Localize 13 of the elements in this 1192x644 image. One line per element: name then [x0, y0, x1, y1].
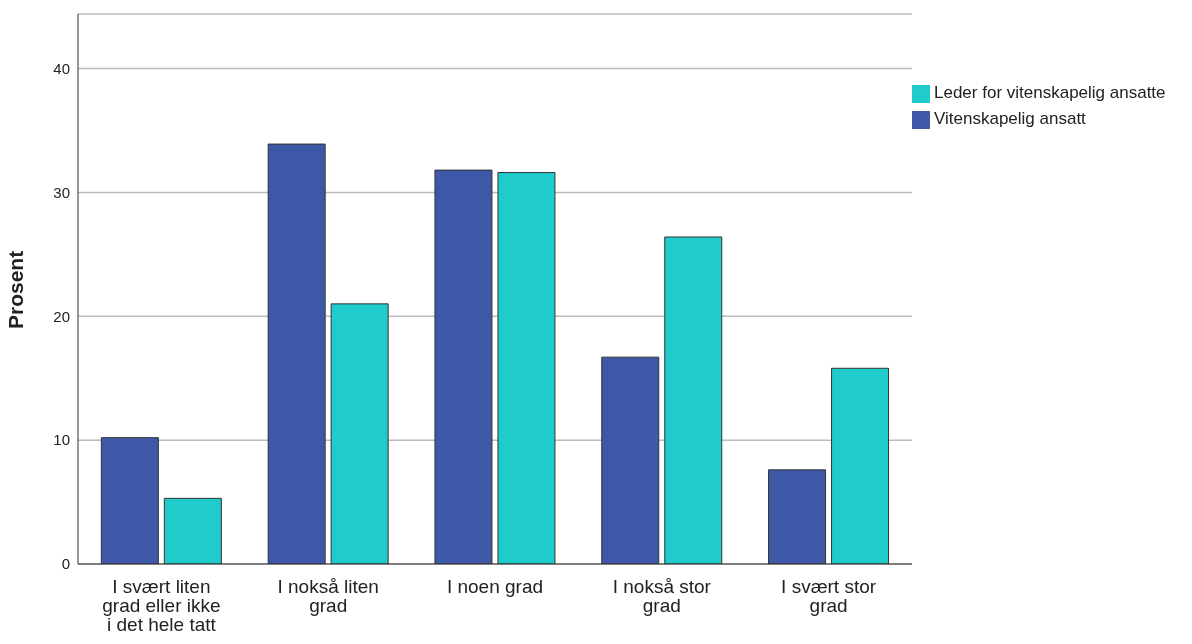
y-tick-label: 40 [53, 59, 70, 77]
y-tick-label: 30 [53, 183, 70, 201]
y-tick-label: 10 [53, 431, 70, 449]
x-tick-label: I nokså stor grad [612, 576, 712, 617]
x-tick-label: I nokså liten grad [277, 576, 379, 617]
y-tick-label: 20 [53, 307, 70, 325]
y-axis-title: Prosent [4, 250, 28, 329]
legend-label: Vitenskapelig ansatt [934, 109, 1086, 128]
x-tick-label: I noen grad [446, 576, 544, 598]
x-tick-label: I svært liten grad eller ikke i det hele tatt [102, 576, 221, 636]
legend-label: Leder for vitenskapelig ansatte [934, 83, 1166, 102]
x-tick-label: I svært stor grad [781, 576, 877, 617]
y-tick-label: 0 [61, 555, 70, 573]
